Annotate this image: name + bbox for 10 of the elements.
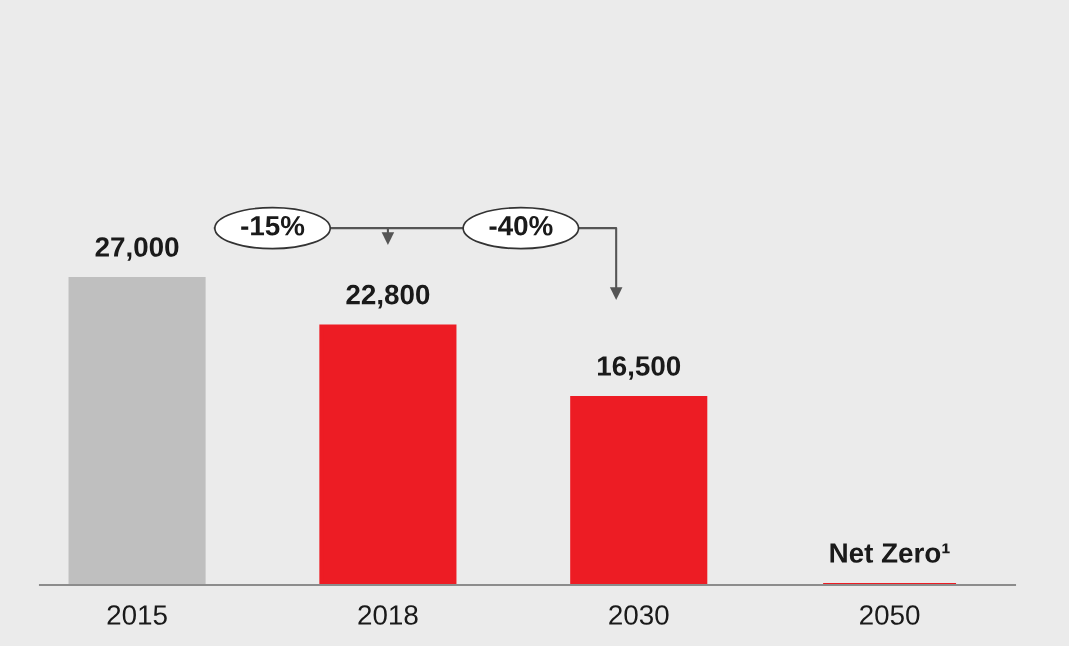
- data-label: 22,800: [346, 284, 430, 309]
- data-label: 27,000: [95, 237, 179, 261]
- data-label: Net Zero¹: [830, 543, 950, 563]
- data-label: 16,500: [598, 356, 681, 380]
- x-tick-label: 2050: [860, 605, 920, 625]
- text: -40%: [489, 215, 553, 236]
- x-tick-label: 2030: [609, 605, 669, 625]
- x-tick-label: 2018: [358, 605, 418, 625]
- x-tick-label: 2015: [107, 605, 167, 625]
- text: -15%: [241, 216, 305, 236]
